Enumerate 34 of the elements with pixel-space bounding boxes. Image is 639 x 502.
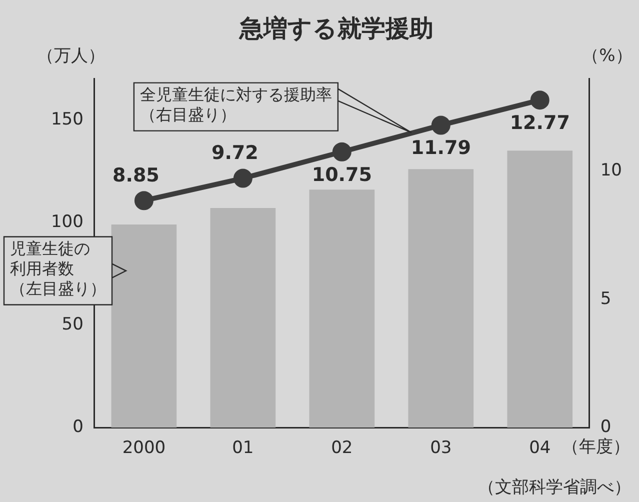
- point: [431, 116, 450, 135]
- data-label: 11.79: [410, 137, 471, 160]
- x-tick-label: 03: [430, 438, 452, 458]
- point: [233, 168, 252, 188]
- y-tick-label: 100: [50, 212, 84, 232]
- bar: [210, 208, 276, 428]
- y-tick-label: 0: [72, 417, 84, 438]
- data-label: 9.72: [211, 142, 258, 164]
- series-label: 児童生徒の利用者数（左目盛り）: [10, 238, 106, 298]
- series-label: 全児童生徒に対する援助率（右目盛り）: [140, 84, 332, 124]
- y-axis-title: （万人）: [37, 46, 106, 66]
- y2-tick-label: 10: [600, 160, 622, 181]
- point: [530, 90, 550, 110]
- bar: [309, 190, 375, 428]
- bar: [408, 169, 474, 428]
- x-tick-label: 01: [232, 438, 254, 458]
- chart-title: 急増する就学援助: [238, 14, 434, 43]
- bar: [111, 224, 177, 428]
- text: （文部科学省調べ）: [478, 477, 631, 498]
- data-label: 12.77: [510, 112, 570, 134]
- y2-tick-label: 5: [600, 288, 612, 309]
- y-tick-label: 150: [50, 109, 84, 130]
- x-tick-label: 04: [529, 438, 551, 458]
- y-tick-label: 50: [62, 314, 84, 334]
- y2-axis-title: （%）: [582, 46, 632, 66]
- point: [134, 191, 154, 210]
- x-tick-label: 2000: [122, 438, 166, 458]
- x-axis-title: （年度）: [562, 437, 630, 458]
- bar: [507, 150, 573, 428]
- data-label: 8.85: [112, 164, 160, 187]
- point: [332, 142, 352, 162]
- data-label: 10.75: [312, 164, 372, 186]
- x-tick-label: 02: [331, 438, 353, 458]
- y2-tick-label: 0: [600, 417, 612, 438]
